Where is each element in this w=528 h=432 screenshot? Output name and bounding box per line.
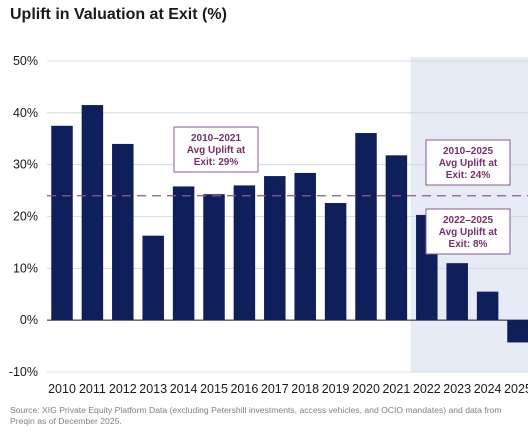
bar bbox=[446, 263, 468, 321]
bar bbox=[476, 291, 499, 321]
annotation-text: 2022–2025 bbox=[443, 215, 493, 226]
x-tick-label: 2019 bbox=[322, 382, 350, 396]
x-tick-label: 2025 bbox=[504, 382, 528, 396]
bar bbox=[507, 320, 528, 343]
annotation-text: Exit: 8% bbox=[449, 239, 488, 250]
bar-chart: -10%0%10%20%30%40%50% 2010 2011 2012 2013 20… bbox=[9, 54, 528, 396]
annotation-text: 2010–2021 bbox=[191, 133, 241, 144]
annotation-text: Avg Uplift at bbox=[439, 227, 498, 238]
bar bbox=[51, 125, 73, 321]
bar bbox=[294, 172, 316, 321]
bar bbox=[142, 235, 164, 321]
x-axis-ticks: 2010 2011 2012 2013 2014 2015 2016 2017 2018 2019… bbox=[48, 382, 528, 396]
annotation-text: Exit: 29% bbox=[194, 157, 239, 168]
y-tick-label: -10% bbox=[9, 365, 38, 379]
y-tick-label: 30% bbox=[13, 158, 38, 172]
x-tick-label: 2024 bbox=[474, 382, 502, 396]
source-note: Source: XIG Private Equity Platform Data… bbox=[10, 405, 502, 426]
annotation-text: Exit: 24% bbox=[446, 170, 491, 181]
bar bbox=[264, 176, 286, 321]
bar bbox=[355, 133, 377, 321]
x-tick-label: 2018 bbox=[291, 382, 319, 396]
bar bbox=[385, 155, 408, 321]
y-tick-label: 10% bbox=[13, 261, 38, 275]
x-tick-label: 2022 bbox=[413, 382, 441, 396]
x-tick-label: 2020 bbox=[352, 382, 380, 396]
bar bbox=[81, 105, 104, 321]
x-tick-label: 2017 bbox=[261, 382, 289, 396]
bar bbox=[324, 203, 347, 321]
bars bbox=[51, 105, 528, 343]
y-tick-label: 20% bbox=[13, 210, 38, 224]
chart-title: Uplift in Valuation at Exit (%) bbox=[10, 6, 227, 23]
x-tick-label: 2023 bbox=[443, 382, 471, 396]
y-axis-ticks: -10% 0% 10% 20% 30% 40% 50% bbox=[9, 54, 38, 379]
bar bbox=[172, 186, 195, 321]
x-tick-label: 2021 bbox=[382, 382, 410, 396]
x-tick-label: 2011 bbox=[79, 382, 106, 396]
annotation-text: Avg Uplift at bbox=[439, 158, 498, 169]
bar bbox=[233, 185, 256, 321]
x-tick-label: 2015 bbox=[200, 382, 228, 396]
y-tick-label: 40% bbox=[13, 106, 38, 120]
annotation-frame bbox=[425, 139, 511, 186]
x-tick-label: 2016 bbox=[230, 382, 258, 396]
annotation-frame bbox=[425, 208, 511, 255]
x-tick-label: 2014 bbox=[170, 382, 198, 396]
annotation-frame bbox=[173, 126, 259, 173]
x-tick-label: 2012 bbox=[109, 382, 137, 396]
annotation-text: 2010–2025 bbox=[443, 146, 493, 157]
y-tick-label: 50% bbox=[13, 54, 38, 68]
bar bbox=[203, 194, 225, 321]
y-tick-label: 0% bbox=[20, 313, 38, 327]
x-tick-label: 2013 bbox=[139, 382, 167, 396]
bar bbox=[112, 143, 134, 321]
annotation-text: Avg Uplift at bbox=[187, 145, 246, 156]
x-tick-label: 2010 bbox=[48, 382, 76, 396]
